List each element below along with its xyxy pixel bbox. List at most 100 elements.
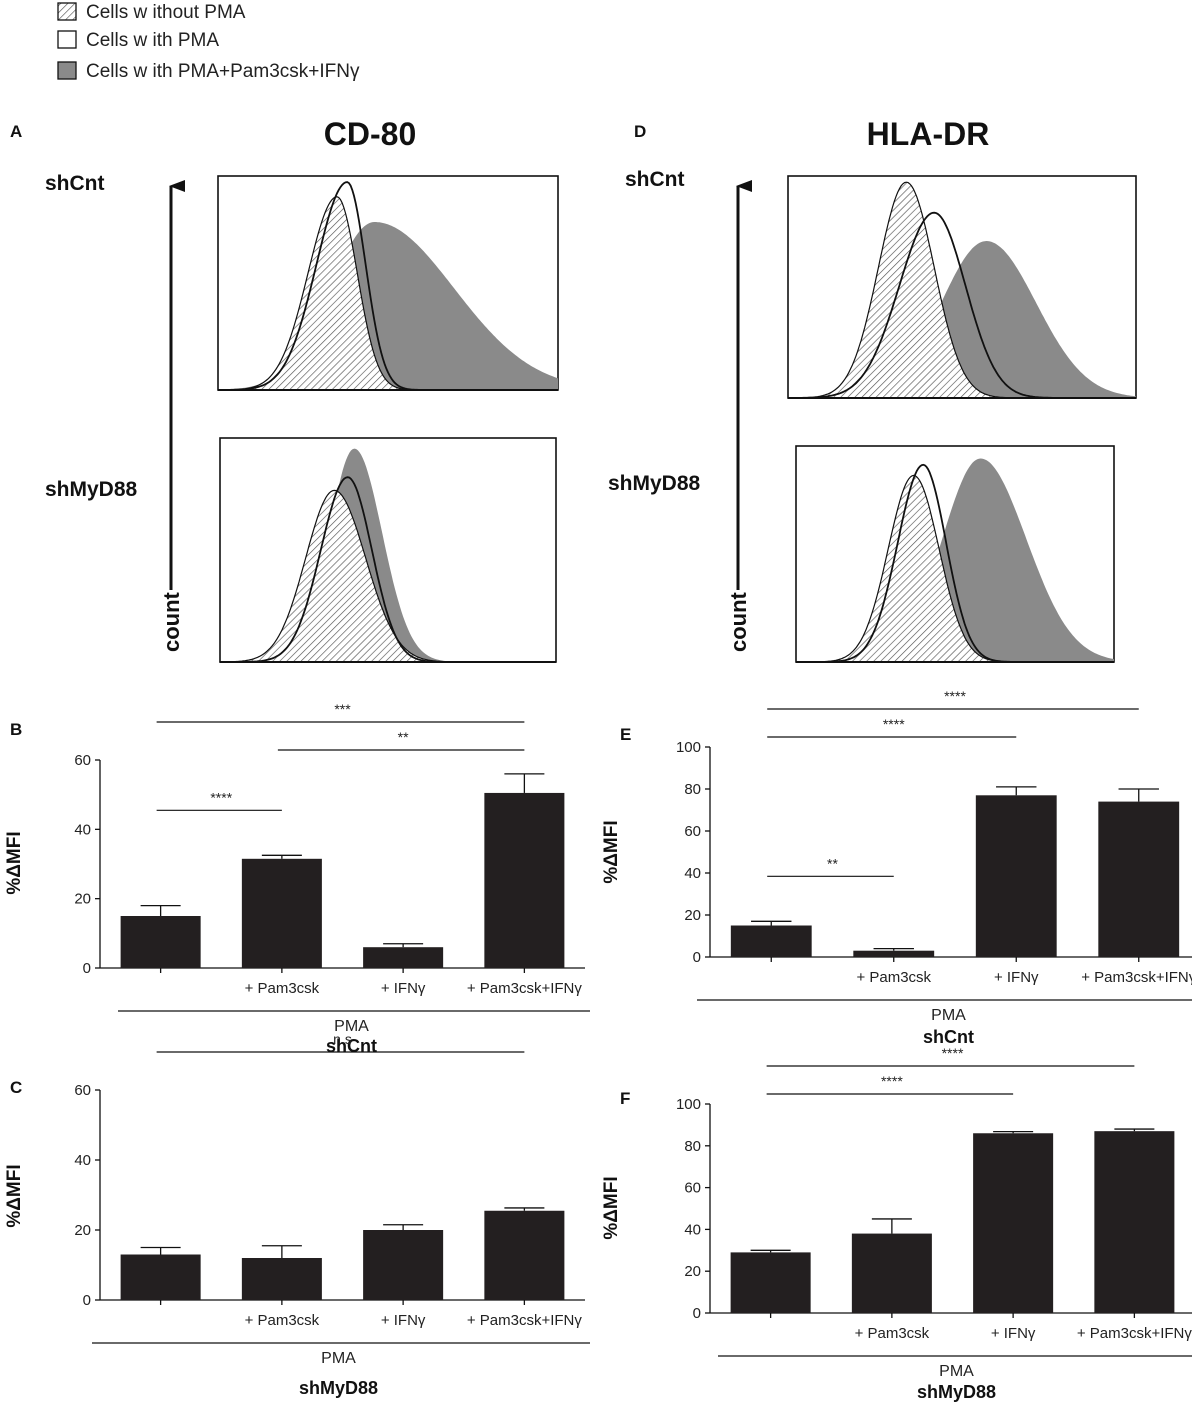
panel-letter: E xyxy=(620,725,631,744)
category-label: + IFNγ xyxy=(381,1312,426,1329)
legend-swatch-open xyxy=(57,30,77,49)
legend-swatch-hatched xyxy=(57,2,77,21)
bar xyxy=(1094,1131,1175,1313)
legend: Cells w ithout PMA Cells w ith PMA Cells… xyxy=(57,2,360,82)
y-tick-label: 0 xyxy=(83,960,91,977)
bar xyxy=(241,1258,322,1300)
row-label-bottom: shMyD88 xyxy=(608,472,701,495)
legend-item-without-pma: Cells w ithout PMA xyxy=(57,2,246,23)
row-label-top: shCnt xyxy=(45,172,105,195)
category-label: + Pam3csk xyxy=(855,1325,930,1342)
y-tick-label: 40 xyxy=(684,1221,701,1238)
bar xyxy=(730,925,812,957)
histogram-curve-filled xyxy=(220,448,556,662)
group-label: PMA xyxy=(939,1363,974,1380)
bar xyxy=(241,858,322,968)
histogram-plot-top xyxy=(787,175,1137,399)
count-axis-label: count xyxy=(159,591,184,652)
y-tick-label: 0 xyxy=(693,1305,701,1322)
y-axis-label: %ΔMFI xyxy=(4,1164,25,1227)
legend-label: Cells w ithout PMA xyxy=(86,2,246,23)
category-label: + Pam3csk+IFNγ xyxy=(467,1312,583,1329)
histogram-curve-filled xyxy=(796,458,1114,662)
bar xyxy=(973,1133,1054,1313)
count-axis-label: count xyxy=(726,591,751,652)
legend-swatch-filled xyxy=(57,61,77,80)
y-axis-label: %ΔMFI xyxy=(601,1176,622,1239)
bar xyxy=(363,947,444,968)
y-tick-label: 80 xyxy=(684,1138,701,1155)
significance-label: **** xyxy=(942,1045,964,1061)
group-label: PMA xyxy=(931,1007,966,1024)
y-tick-label: 60 xyxy=(74,1082,91,1099)
histogram-plot-top xyxy=(217,175,559,391)
bar xyxy=(851,1233,932,1313)
y-tick-label: 80 xyxy=(684,781,701,798)
significance-label: ** xyxy=(398,729,409,745)
category-label: + Pam3csk+IFNγ xyxy=(1081,969,1192,986)
panel-letter: B xyxy=(10,720,22,739)
bar xyxy=(853,950,935,957)
y-tick-label: 20 xyxy=(74,1222,91,1239)
condition-label: shCnt xyxy=(326,1036,377,1056)
significance-label: **** xyxy=(881,1073,903,1089)
y-tick-label: 40 xyxy=(684,865,701,882)
significance-label: n.s xyxy=(333,1031,352,1047)
legend-label: Cells w ith PMA xyxy=(86,30,219,51)
bar xyxy=(1098,801,1180,957)
y-tick-label: 20 xyxy=(684,907,701,924)
bar-chart-f: F %ΔMFI 0 20 40 60 80 100 + Pam3csk + IFNγ + Pam3c… xyxy=(601,1045,1192,1402)
histogram-panel-d: D HLA-DR shCnt shMyD88 count xyxy=(608,116,1137,663)
category-label: + IFNγ xyxy=(991,1325,1036,1342)
bar xyxy=(120,916,201,968)
bar xyxy=(120,1254,201,1300)
condition-label: shMyD88 xyxy=(917,1382,996,1402)
bar xyxy=(484,1210,565,1300)
histogram-title: HLA-DR xyxy=(867,116,990,152)
significance-label: *** xyxy=(334,701,351,717)
y-tick-label: 20 xyxy=(74,891,91,908)
y-tick-label: 60 xyxy=(684,823,701,840)
y-tick-label: 40 xyxy=(74,1152,91,1169)
y-tick-label: 60 xyxy=(74,752,91,769)
y-tick-label: 100 xyxy=(676,739,701,756)
bar-chart-b: B %ΔMFI 0 20 40 60 + Pam3csk + IFNγ + Pam3csk+IF… xyxy=(4,701,590,1056)
panel-letter-d: D xyxy=(634,122,646,141)
category-label: + IFNγ xyxy=(381,980,426,997)
group-label: PMA xyxy=(321,1350,356,1367)
bar xyxy=(975,795,1057,957)
histogram-panel-a: A CD-80 shCnt shMyD88 count xyxy=(10,116,559,663)
category-label: + Pam3csk xyxy=(245,980,320,997)
condition-label: shMyD88 xyxy=(299,1378,378,1398)
bar xyxy=(363,1230,444,1300)
bar-chart-e: E %ΔMFI 0 20 40 60 80 100 + Pam3csk + IFNγ + Pam3c… xyxy=(601,688,1192,1047)
y-tick-label: 40 xyxy=(74,821,91,838)
significance-label: ** xyxy=(827,855,838,871)
significance-label: **** xyxy=(944,688,966,704)
histogram-plot-bottom xyxy=(219,437,557,663)
y-tick-label: 0 xyxy=(693,949,701,966)
category-label: + Pam3csk xyxy=(245,1312,320,1329)
panel-letter: F xyxy=(620,1089,630,1108)
bar xyxy=(484,792,565,968)
significance-label: **** xyxy=(883,716,905,732)
significance-label: **** xyxy=(210,789,232,805)
legend-item-with-pma: Cells w ith PMA xyxy=(57,30,219,51)
y-tick-label: 20 xyxy=(684,1263,701,1280)
y-tick-label: 100 xyxy=(676,1096,701,1113)
legend-item-pma-pam3csk-ifng: Cells w ith PMA+Pam3csk+IFNγ xyxy=(57,61,360,82)
y-axis-label: %ΔMFI xyxy=(601,820,622,883)
bar-chart-c: C %ΔMFI 0 20 40 60 + Pam3csk + IFNγ + Pam3csk+IF… xyxy=(4,1031,590,1398)
group-label: PMA xyxy=(334,1018,369,1035)
y-tick-label: 60 xyxy=(684,1180,701,1197)
legend-label: Cells w ith PMA+Pam3csk+IFNγ xyxy=(86,61,360,82)
histogram-plot-bottom xyxy=(795,445,1115,663)
category-label: + IFNγ xyxy=(994,969,1039,986)
condition-label: shCnt xyxy=(923,1027,974,1047)
y-axis-label: %ΔMFI xyxy=(4,831,25,894)
panel-letter: C xyxy=(10,1078,22,1097)
category-label: + Pam3csk+IFNγ xyxy=(467,980,583,997)
row-label-top: shCnt xyxy=(625,168,685,191)
histogram-curve-filled xyxy=(788,241,1136,398)
